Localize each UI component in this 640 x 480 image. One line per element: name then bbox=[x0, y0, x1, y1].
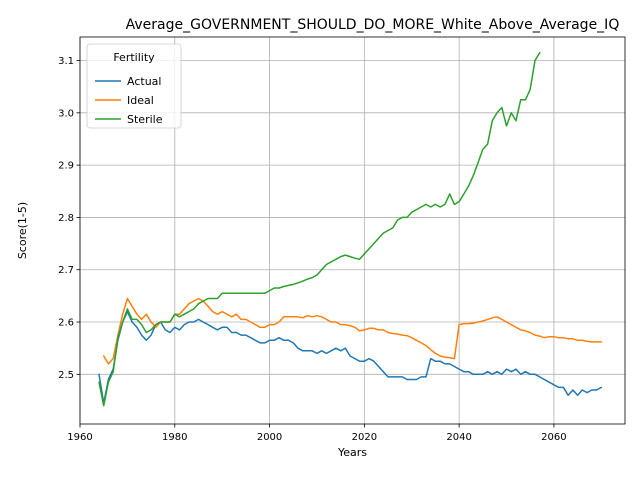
y-tick-label: 2.6 bbox=[58, 318, 74, 329]
legend-label-actual: Actual bbox=[127, 75, 161, 88]
y-tick-label: 2.8 bbox=[58, 213, 74, 224]
y-tick-label: 3.1 bbox=[58, 56, 74, 67]
x-axis-label: Years bbox=[337, 446, 367, 459]
plot-frame bbox=[79, 36, 626, 425]
chart-title: Average_GOVERNMENT_SHOULD_DO_MORE_White_… bbox=[126, 17, 620, 33]
x-tick-label: 1980 bbox=[162, 432, 187, 443]
series-layer bbox=[98, 51, 603, 407]
series-line-sterile bbox=[98, 51, 541, 407]
x-tick-label: 2000 bbox=[257, 432, 282, 443]
y-tick-label: 2.7 bbox=[58, 265, 74, 276]
y-axis-label: Score(1-5) bbox=[16, 202, 29, 259]
legend-title: Fertility bbox=[113, 51, 155, 64]
y-tick-label: 3.0 bbox=[58, 108, 74, 119]
legend-label-sterile: Sterile bbox=[127, 113, 163, 126]
series-line-ideal bbox=[102, 297, 603, 365]
y-tick-label: 2.9 bbox=[58, 161, 74, 172]
y-axis: 2.5 2.6 2.7 2.8 2.9 3.0 3.1 bbox=[58, 56, 80, 381]
legend-box bbox=[86, 43, 182, 129]
y-tick-label: 2.5 bbox=[58, 370, 74, 381]
x-axis: 1960 1980 2000 2020 2040 2060 bbox=[67, 424, 567, 443]
x-tick-label: 2060 bbox=[541, 432, 566, 443]
x-tick-label: 1960 bbox=[67, 432, 92, 443]
legend-label-ideal: Ideal bbox=[127, 94, 154, 107]
x-tick-label: 2020 bbox=[352, 432, 377, 443]
x-tick-label: 2040 bbox=[446, 432, 471, 443]
series-line-actual bbox=[98, 310, 603, 404]
legend: Fertility Actual Ideal Sterile bbox=[86, 43, 182, 129]
